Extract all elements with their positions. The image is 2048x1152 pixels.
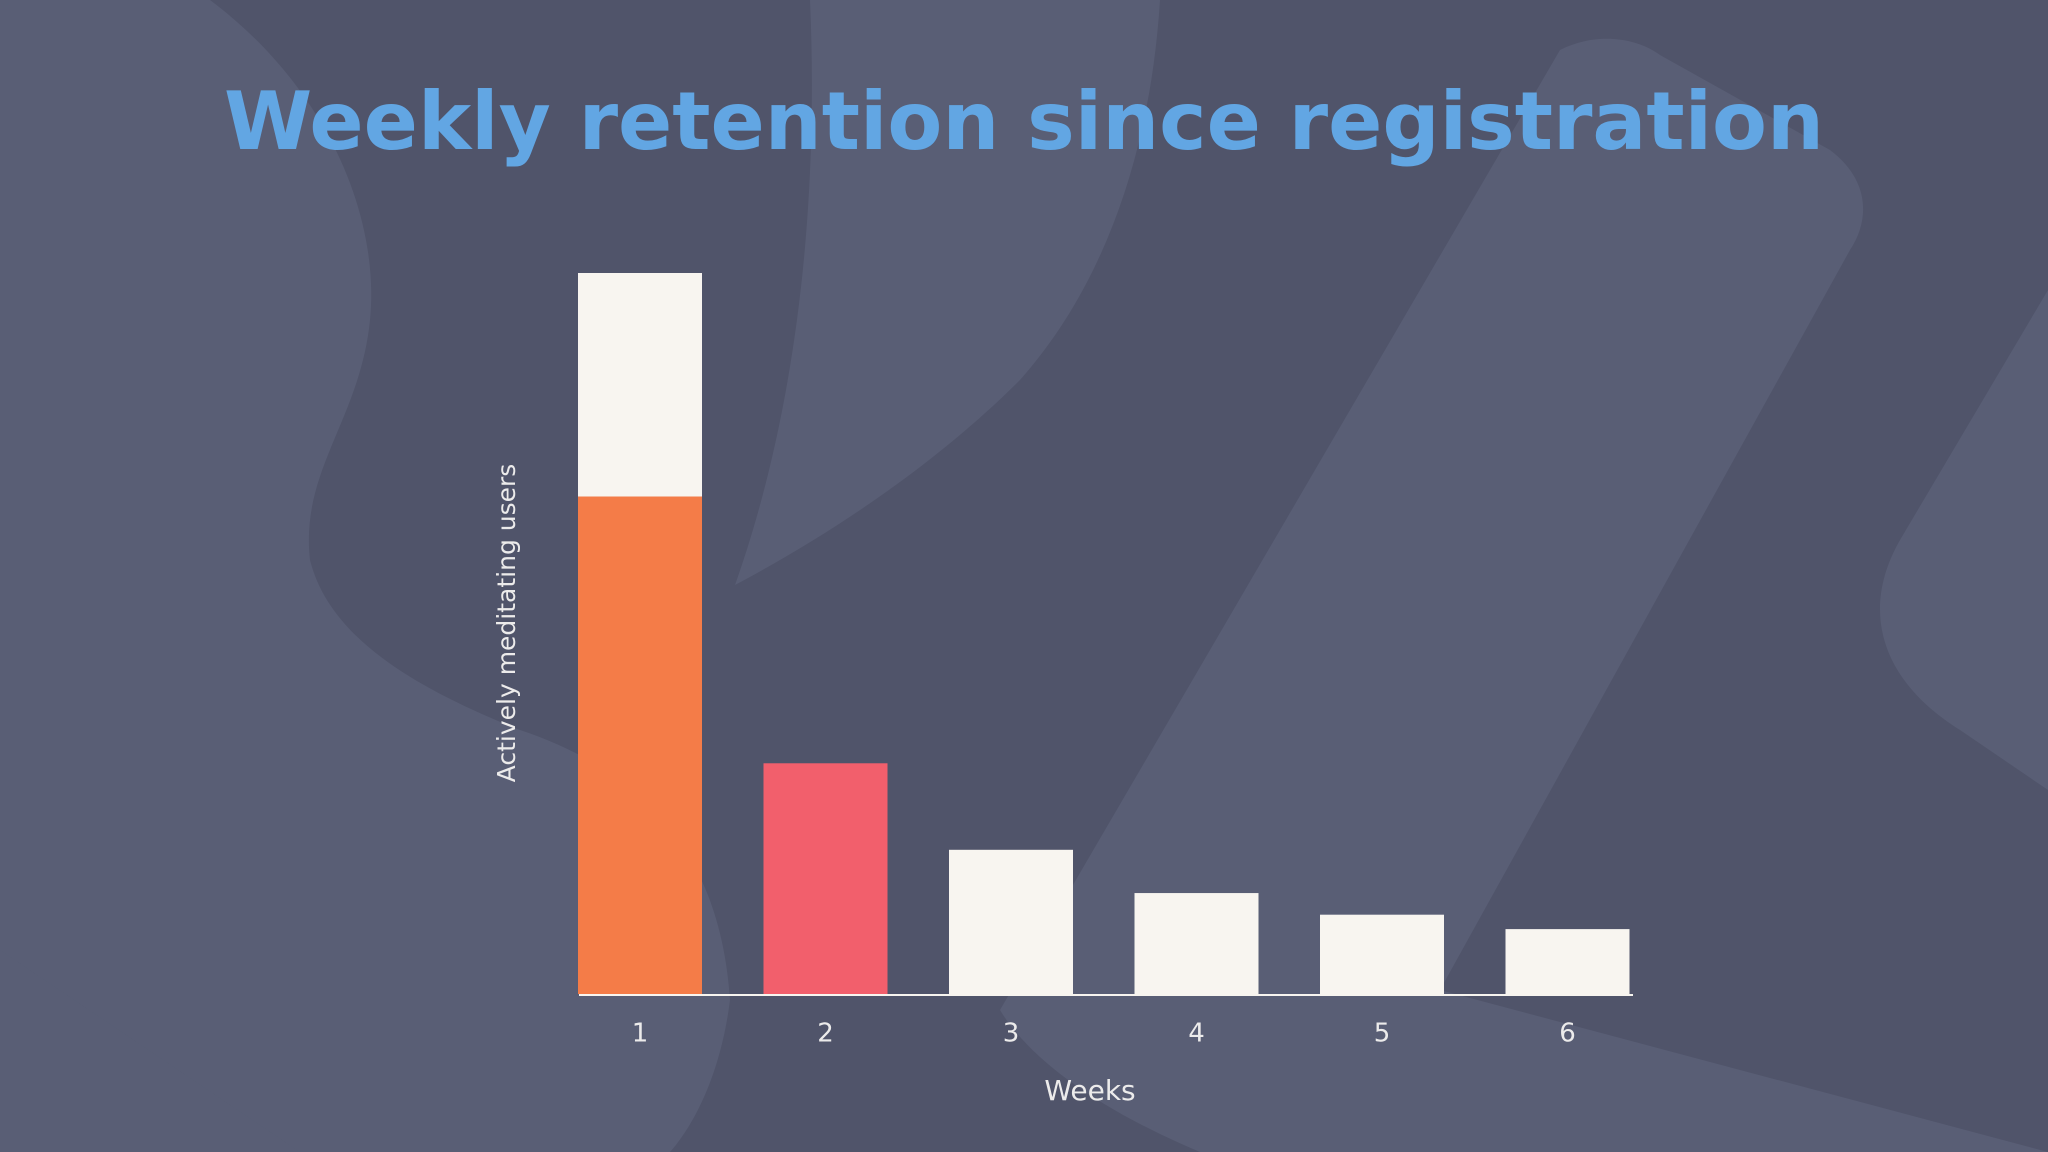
x-tick-label: 5 [1374,1019,1391,1049]
x-tick-label: 6 [1559,1019,1576,1049]
bar [949,849,1073,994]
bar [578,273,702,497]
bar [578,496,702,994]
y-axis-label: Actively meditating users [492,464,521,783]
x-tick-label: 4 [1188,1019,1205,1049]
x-axis-label: Weeks [1044,1074,1135,1107]
chart-title: Weekly retention since registration [224,75,1824,168]
x-tick-label: 2 [817,1019,834,1049]
x-tick-label: 3 [1003,1019,1020,1049]
bar [1505,929,1630,994]
bar [1320,914,1444,994]
x-tick-label: 1 [632,1019,649,1049]
plot-area: 1 2 3 4 5 6 [578,273,1633,1049]
bar [1134,893,1259,994]
bar [763,763,888,994]
